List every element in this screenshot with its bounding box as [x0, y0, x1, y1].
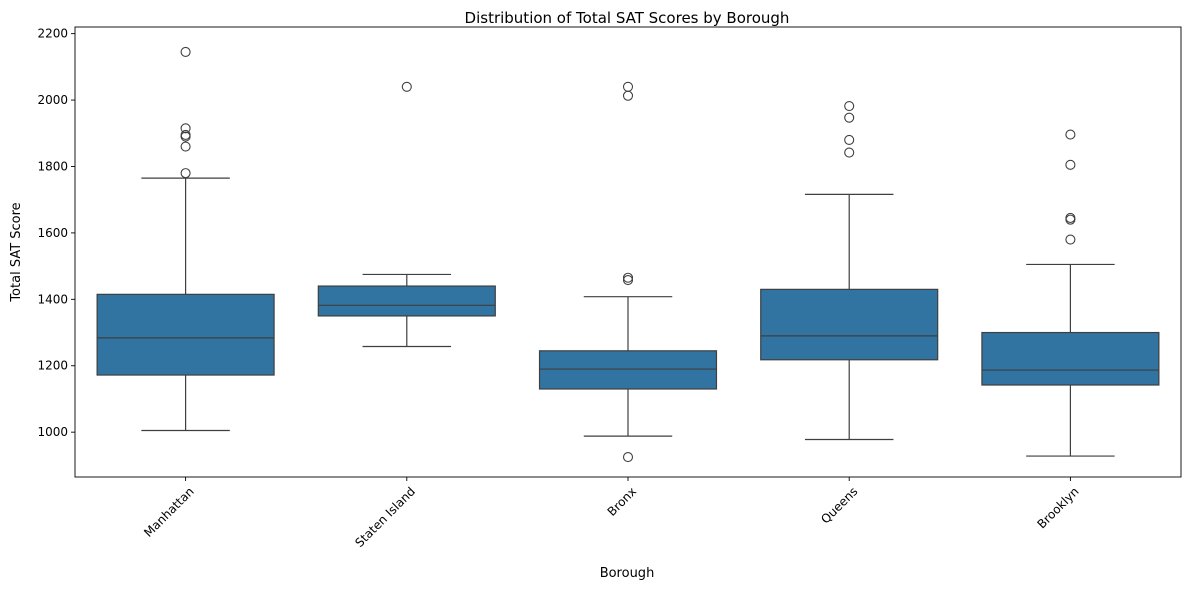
box-group [317, 81, 496, 348]
iqr-box [760, 288, 939, 361]
iqr-box [96, 293, 275, 376]
x-tick-label: Brooklyn [1035, 484, 1082, 531]
x-tick-label: Bronx [605, 484, 640, 519]
outlier-point [844, 100, 855, 112]
x-tick-label: Manhattan [141, 484, 197, 540]
box-group [96, 46, 275, 432]
y-tick-label: 1800 [37, 159, 68, 173]
outlier-point [844, 112, 855, 123]
axes-frame [74, 26, 1182, 478]
outlier-point [622, 90, 634, 101]
outlier-point [1065, 212, 1076, 224]
y-tick-label: 1600 [37, 226, 68, 240]
outlier-point [1065, 159, 1076, 170]
outlier-point [180, 123, 191, 134]
outlier-point [622, 452, 634, 463]
outlier-point [180, 141, 191, 152]
plot-area: 1000 1200 1400 1600 1800 2000 2200 Manhattan Sta… [37, 27, 1160, 550]
outlier-point [844, 147, 855, 158]
outlier-point [1065, 129, 1076, 140]
x-tick-label: Staten Island [352, 484, 418, 550]
iqr-box [317, 285, 496, 317]
y-tick-label: 1200 [37, 359, 68, 373]
outlier-point [622, 81, 634, 92]
outlier-point [180, 46, 191, 57]
chart-title: Distribution of Total SAT Scores by Boro… [465, 9, 790, 27]
iqr-box [538, 350, 718, 390]
y-tick-label: 1400 [37, 292, 68, 306]
y-tick-label: 2200 [37, 27, 68, 41]
iqr-box [981, 331, 1160, 386]
box-group [981, 129, 1160, 457]
y-tick-label: 2000 [37, 93, 68, 107]
x-tick-label: Queens [818, 484, 860, 526]
outlier-point [180, 129, 191, 140]
outlier-point [622, 275, 634, 286]
outlier-point [401, 81, 412, 92]
y-axis-label: Total SAT Score [9, 202, 24, 302]
x-axis-label: Borough [600, 566, 655, 581]
outlier-point [622, 272, 634, 283]
outlier-point [180, 168, 191, 179]
outlier-point [844, 134, 855, 145]
box-group [760, 100, 939, 441]
y-tick-label: 1000 [37, 425, 68, 439]
outlier-point [1065, 234, 1076, 245]
box-group [538, 81, 718, 463]
